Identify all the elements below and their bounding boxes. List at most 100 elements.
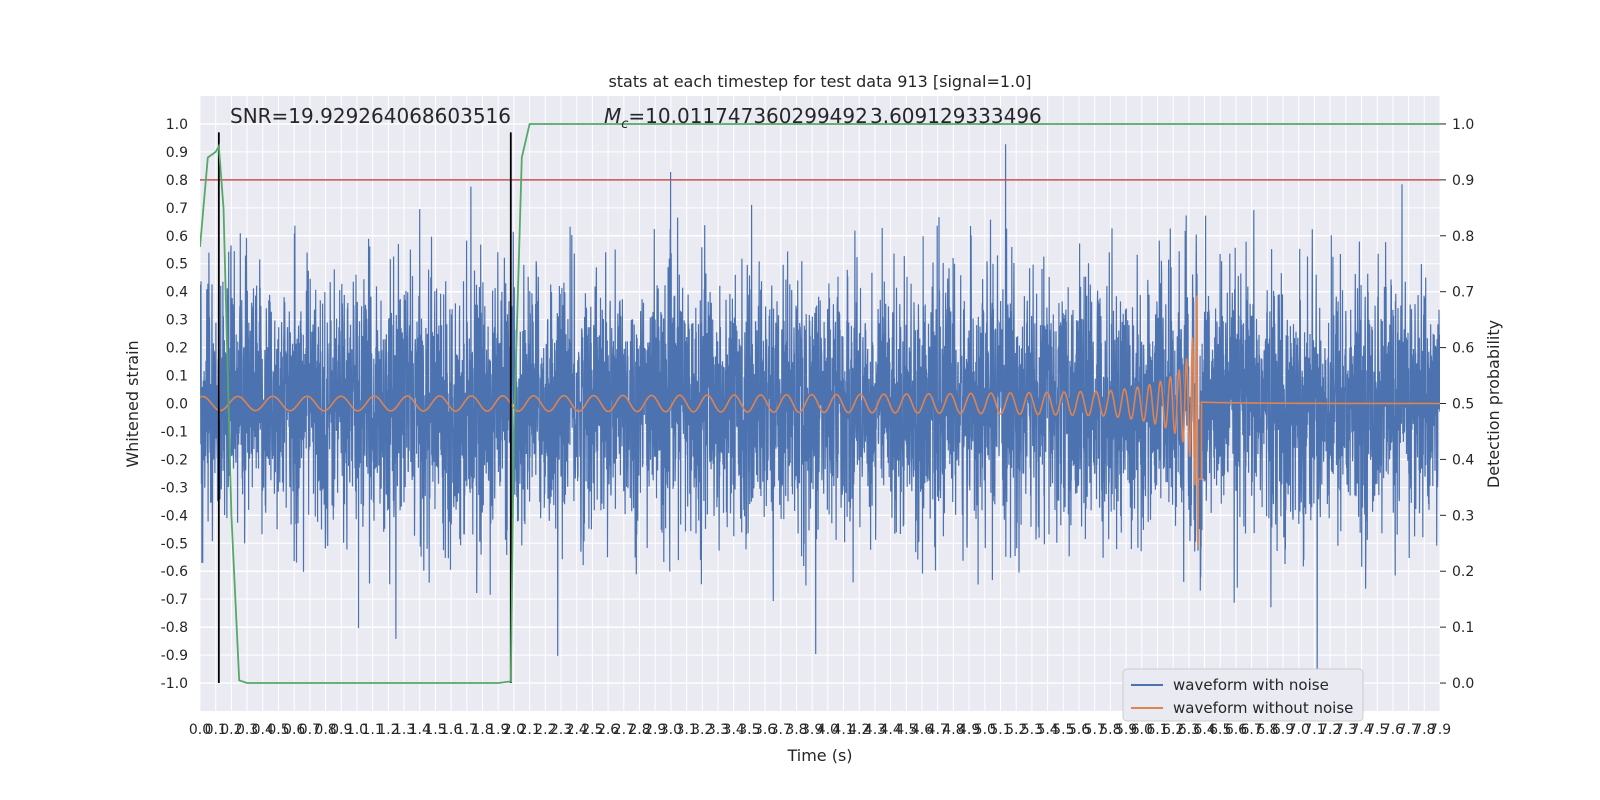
x-tick-label: 1.9 bbox=[487, 722, 509, 738]
x-tick-label: 1.0 bbox=[346, 722, 368, 738]
y-tick-label: 0.8 bbox=[166, 173, 188, 189]
x-tick-label: 2.6 bbox=[597, 722, 619, 738]
y-tick-label: -0.1 bbox=[161, 424, 188, 440]
y-tick-label: -0.7 bbox=[161, 592, 188, 608]
x-tick-label: 6.9 bbox=[1272, 722, 1294, 738]
x-tick-label: 4.1 bbox=[832, 722, 854, 738]
y-axis-ticks: 1.0 0.9 0.8 0.7 0.6 0.5 0.4 0.3 0.2 0.1 0.0 -0.1 -0.… bbox=[161, 117, 188, 692]
y-tick-label: -1.0 bbox=[161, 676, 188, 692]
x-tick-label: 4.4 bbox=[880, 722, 902, 738]
x-tick-label: 7.5 bbox=[1366, 722, 1388, 738]
x-tick-label: 2.5 bbox=[581, 722, 603, 738]
y-tick-label: 0.2 bbox=[166, 341, 188, 357]
y-tick-label: 1.0 bbox=[166, 117, 188, 133]
x-tick-label: 6.0 bbox=[1131, 722, 1153, 738]
x-tick-label: 3.1 bbox=[675, 722, 697, 738]
x-tick-label: 5.7 bbox=[1084, 722, 1106, 738]
y-tick-label: 0.5 bbox=[166, 257, 188, 273]
x-tick-label: 4.2 bbox=[848, 722, 870, 738]
y-tick-label: -0.5 bbox=[161, 536, 188, 552]
x-tick-label: 6.8 bbox=[1256, 722, 1278, 738]
x-tick-label: 2.2 bbox=[534, 722, 556, 738]
y-tick-label: 0.9 bbox=[166, 145, 188, 161]
x-tick-label: 2.9 bbox=[644, 722, 666, 738]
x-tick-label: 4.6 bbox=[911, 722, 933, 738]
x-tick-label: 1.8 bbox=[471, 722, 493, 738]
y-tick-label: 0.6 bbox=[166, 229, 188, 245]
x-tick-label: 2.0 bbox=[503, 722, 525, 738]
y-tick-label: -0.6 bbox=[161, 564, 188, 580]
x-tick-label: 6.3 bbox=[1178, 722, 1200, 738]
x-tick-label: 7.7 bbox=[1397, 722, 1419, 738]
x-tick-label: 2.3 bbox=[550, 722, 572, 738]
x-tick-label: 3.4 bbox=[723, 722, 745, 738]
y2-tick-label: 0.1 bbox=[1452, 620, 1474, 636]
x-tick-label: 0.6 bbox=[283, 722, 305, 738]
chart-title: stats at each timestep for test data 913… bbox=[608, 72, 1031, 91]
overlap-annotation: 3.609129333496 bbox=[870, 104, 1042, 128]
y2-axis-ticks: 1.0 0.9 0.8 0.7 0.6 0.5 0.4 0.3 0.2 0.1 0.0 bbox=[1440, 117, 1474, 692]
x-tick-label: 6.7 bbox=[1241, 722, 1263, 738]
y-tick-label: 0.1 bbox=[166, 369, 188, 385]
x-tick-label: 4.9 bbox=[958, 722, 980, 738]
x-tick-label: 1.6 bbox=[440, 722, 462, 738]
x-tick-label: 3.0 bbox=[660, 722, 682, 738]
y2-tick-label: 0.0 bbox=[1452, 676, 1474, 692]
x-tick-label: 2.7 bbox=[613, 722, 635, 738]
x-tick-label: 2.1 bbox=[518, 722, 540, 738]
x-tick-label: 0.5 bbox=[267, 722, 289, 738]
x-tick-label: 3.6 bbox=[754, 722, 776, 738]
y-tick-label: -0.8 bbox=[161, 620, 188, 636]
y2-tick-label: 0.5 bbox=[1452, 397, 1474, 413]
x-tick-label: 6.5 bbox=[1209, 722, 1231, 738]
x-tick-label: 5.6 bbox=[1068, 722, 1090, 738]
x-tick-label: 1.2 bbox=[377, 722, 399, 738]
x-tick-label: 3.5 bbox=[738, 722, 760, 738]
legend: waveform with noise waveform without noi… bbox=[1122, 668, 1364, 722]
x-tick-label: 3.8 bbox=[785, 722, 807, 738]
y2-tick-label: 0.9 bbox=[1452, 173, 1474, 189]
y2-tick-label: 0.7 bbox=[1452, 285, 1474, 301]
x-tick-label: 7.4 bbox=[1350, 722, 1372, 738]
mc-subscript: c bbox=[621, 117, 628, 132]
x-tick-label: 0.9 bbox=[330, 722, 352, 738]
plot-area bbox=[200, 123, 1440, 684]
annotations: SNR=19.929264068603516 Mc=10.01174736029… bbox=[230, 104, 1042, 132]
x-tick-label: 2.8 bbox=[628, 722, 650, 738]
x-tick-label: 3.2 bbox=[691, 722, 713, 738]
y-tick-label: 0.0 bbox=[166, 397, 188, 413]
y-tick-label: -0.9 bbox=[161, 648, 188, 664]
series-waveform-with-noise bbox=[200, 144, 1440, 684]
y2-tick-label: 0.3 bbox=[1452, 508, 1474, 524]
x-tick-label: 7.6 bbox=[1382, 722, 1404, 738]
x-tick-label: 7.1 bbox=[1303, 722, 1325, 738]
x-tick-label: 7.9 bbox=[1429, 722, 1451, 738]
x-tick-label: 6.6 bbox=[1225, 722, 1247, 738]
x-tick-label: 5.4 bbox=[1036, 722, 1058, 738]
x-tick-label: 5.1 bbox=[989, 722, 1011, 738]
x-tick-label: 4.8 bbox=[942, 722, 964, 738]
x-tick-label: 5.3 bbox=[1021, 722, 1043, 738]
x-tick-label: 0.2 bbox=[220, 722, 242, 738]
y-tick-label: -0.3 bbox=[161, 480, 188, 496]
x-tick-label: 0.0 bbox=[189, 722, 211, 738]
x-tick-label: 7.8 bbox=[1413, 722, 1435, 738]
x-tick-label: 0.8 bbox=[314, 722, 336, 738]
x-tick-label: 5.5 bbox=[1052, 722, 1074, 738]
x-tick-label: 4.5 bbox=[895, 722, 917, 738]
x-tick-label: 0.3 bbox=[236, 722, 258, 738]
x-tick-label: 6.1 bbox=[1146, 722, 1168, 738]
x-tick-label: 0.7 bbox=[299, 722, 321, 738]
y2-tick-label: 1.0 bbox=[1452, 117, 1474, 133]
y-axis-label: Whitened strain bbox=[123, 340, 142, 467]
series-detection-probability bbox=[200, 123, 1440, 684]
y2-axis-label: Detection probability bbox=[1484, 320, 1503, 488]
snr-annotation: SNR=19.929264068603516 bbox=[230, 104, 511, 128]
x-tick-label: 3.9 bbox=[801, 722, 823, 738]
y2-tick-label: 0.8 bbox=[1452, 229, 1474, 245]
y-tick-label: -0.4 bbox=[161, 508, 188, 524]
legend-box bbox=[1122, 668, 1364, 722]
x-tick-label: 4.7 bbox=[927, 722, 949, 738]
y-tick-label: -0.2 bbox=[161, 452, 188, 468]
